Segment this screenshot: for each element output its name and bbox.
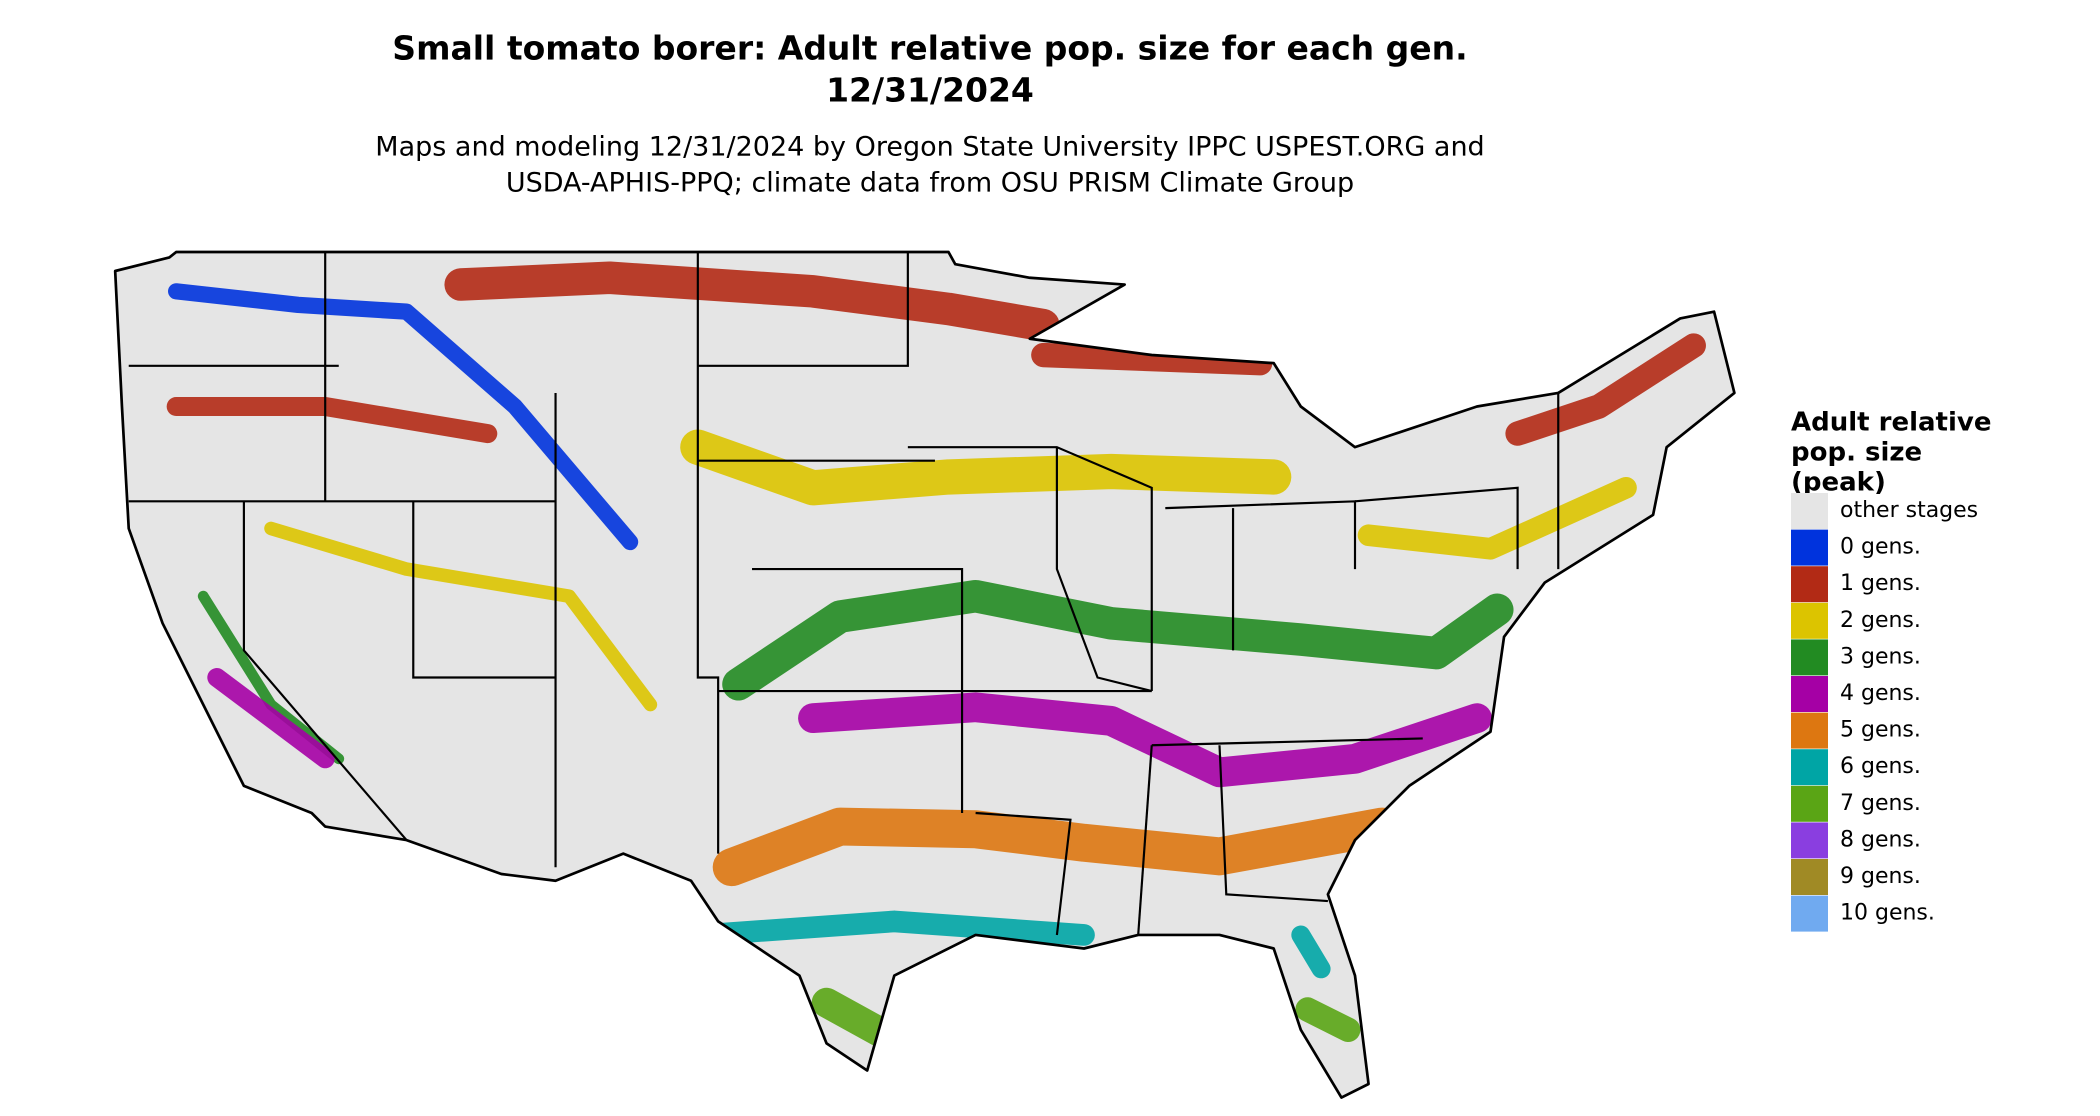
generation-band xyxy=(168,283,639,551)
state-border xyxy=(1354,486,1519,570)
state-border xyxy=(907,446,1153,692)
subtitle-line: Maps and modeling 12/31/2024 by Oregon S… xyxy=(375,132,1484,163)
generation-band xyxy=(798,692,1492,788)
generation-band xyxy=(166,397,498,444)
legend-label: 4 gens. xyxy=(1840,681,1921,706)
generation-band xyxy=(712,807,1402,887)
generation-band xyxy=(811,987,896,1048)
legend-swatch xyxy=(1791,566,1828,603)
legend-swatch xyxy=(1791,712,1828,749)
generation-band xyxy=(722,579,1514,701)
legend-swatch xyxy=(1791,676,1828,712)
state-border xyxy=(242,501,408,841)
legend-swatch xyxy=(1791,493,1828,529)
legend-title: pop. size xyxy=(1791,438,1922,468)
state-borders xyxy=(128,252,1560,936)
us-map xyxy=(113,250,1736,1099)
us-land xyxy=(115,252,1735,1098)
legend-swatch xyxy=(1791,859,1828,895)
generation-band xyxy=(693,910,1095,946)
state-border xyxy=(752,568,964,814)
legend-label: 6 gens. xyxy=(1840,754,1921,779)
state-border xyxy=(697,252,909,367)
generation-band xyxy=(264,521,658,712)
legend-label: 8 gens. xyxy=(1840,827,1921,852)
generation-band xyxy=(1505,333,1706,446)
generation-band xyxy=(1357,476,1637,560)
map-title: Small tomato borer: Adult relative pop. … xyxy=(392,29,1467,68)
state-border xyxy=(975,811,1072,936)
legend-label: 0 gens. xyxy=(1840,535,1921,560)
legend-label: 2 gens. xyxy=(1840,608,1921,633)
legend-label: 1 gens. xyxy=(1840,571,1921,596)
legend-label: 10 gens. xyxy=(1840,901,1935,926)
generation-band xyxy=(680,429,1292,506)
generation-band xyxy=(207,668,335,769)
state-border xyxy=(412,501,556,679)
band-layer xyxy=(166,261,1706,1048)
generation-band xyxy=(444,261,1060,342)
legend-label: 9 gens. xyxy=(1840,864,1921,889)
state-border xyxy=(1137,745,1153,936)
legend-swatch xyxy=(1791,602,1828,639)
legend-label: 3 gens. xyxy=(1840,644,1921,669)
subtitle-line: USDA-APHIS-PPQ; climate data from OSU PR… xyxy=(506,168,1354,199)
legend-title: (peak) xyxy=(1791,468,1886,498)
us-outline xyxy=(113,250,1736,1099)
state-border xyxy=(1151,737,1423,747)
state-border xyxy=(1218,745,1328,903)
legend-swatch xyxy=(1791,529,1828,566)
legend-swatch xyxy=(1791,639,1828,676)
legend-title: Adult relative xyxy=(1791,408,1991,438)
generation-band xyxy=(1031,342,1273,376)
state-border xyxy=(1055,447,1153,693)
legend-swatch xyxy=(1791,785,1828,822)
legend-label: 5 gens. xyxy=(1840,718,1921,743)
generation-band xyxy=(1291,925,1331,979)
legend-swatch xyxy=(1791,822,1828,859)
legend-swatch xyxy=(1791,895,1828,932)
legend-label: other stages xyxy=(1840,498,1978,523)
state-border xyxy=(696,252,720,854)
legend-label: 7 gens. xyxy=(1840,791,1921,816)
generation-band xyxy=(1295,997,1361,1042)
generation-bands xyxy=(166,261,1706,1048)
legend-swatch xyxy=(1791,749,1828,786)
map-date: 12/31/2024 xyxy=(826,71,1034,110)
